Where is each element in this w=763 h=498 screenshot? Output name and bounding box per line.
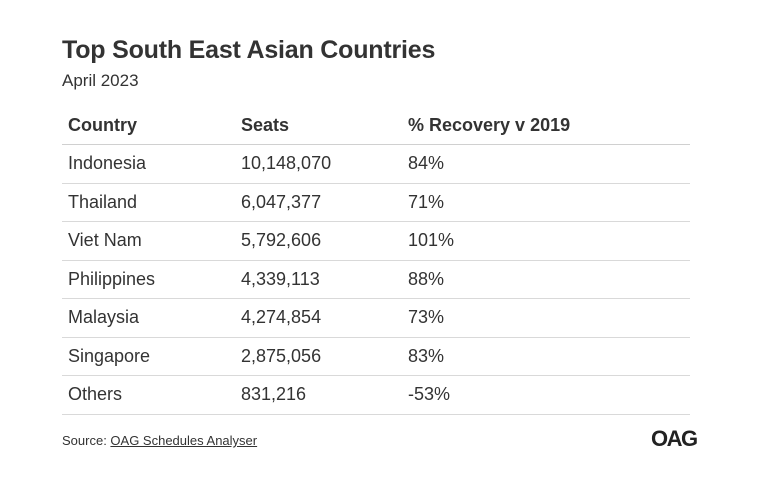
table-row: Others 831,216 -53% [62,375,690,415]
country-cell: Singapore [62,337,235,376]
country-cell: Thailand [62,183,235,222]
table-row: Thailand 6,047,377 71% [62,183,690,222]
table-row: Singapore 2,875,056 83% [62,337,690,376]
data-table: Country Seats % Recovery v 2019 Indonesi… [62,106,690,415]
seats-cell: 831,216 [235,375,402,415]
recovery-cell: 71% [402,183,690,222]
seats-cell: 2,875,056 [235,337,402,376]
recovery-cell: -53% [402,375,690,415]
table-body: Indonesia 10,148,070 84% Thailand 6,047,377 7… [62,144,690,415]
seats-cell: 4,274,854 [235,298,402,338]
recovery-cell: 101% [402,221,690,261]
seats-cell: 10,148,070 [235,144,402,184]
table-row: Malaysia 4,274,854 73% [62,298,690,338]
oag-logo: OAG [651,426,698,451]
chart-subtitle: April 2023 [62,71,139,90]
country-cell: Viet Nam [62,221,235,261]
column-header-seats: Seats [235,106,402,145]
country-cell: Philippines [62,260,235,299]
seats-cell: 6,047,377 [235,183,402,222]
recovery-cell: 84% [402,144,690,184]
source-prefix: Source: [62,433,111,448]
recovery-cell: 88% [402,260,690,299]
recovery-cell: 83% [402,337,690,376]
column-header-country: Country [62,106,235,145]
column-header-recovery: % Recovery v 2019 [402,106,690,145]
seats-cell: 4,339,113 [235,260,402,299]
source-link[interactable]: OAG Schedules Analyser [110,433,258,448]
country-cell: Indonesia [62,144,235,184]
table-row: Viet Nam 5,792,606 101% [62,221,690,261]
table-row: Philippines 4,339,113 88% [62,260,690,299]
table-row: Indonesia 10,148,070 84% [62,144,690,184]
recovery-cell: 73% [402,298,690,338]
country-cell: Others [62,375,235,415]
source-note: Source: OAG Schedules Analyser [62,433,257,448]
country-cell: Malaysia [62,298,235,338]
chart-title: Top South East Asian Countries [62,36,436,64]
seats-cell: 5,792,606 [235,221,402,261]
header-row: Country Seats % Recovery v 2019 [62,106,690,145]
